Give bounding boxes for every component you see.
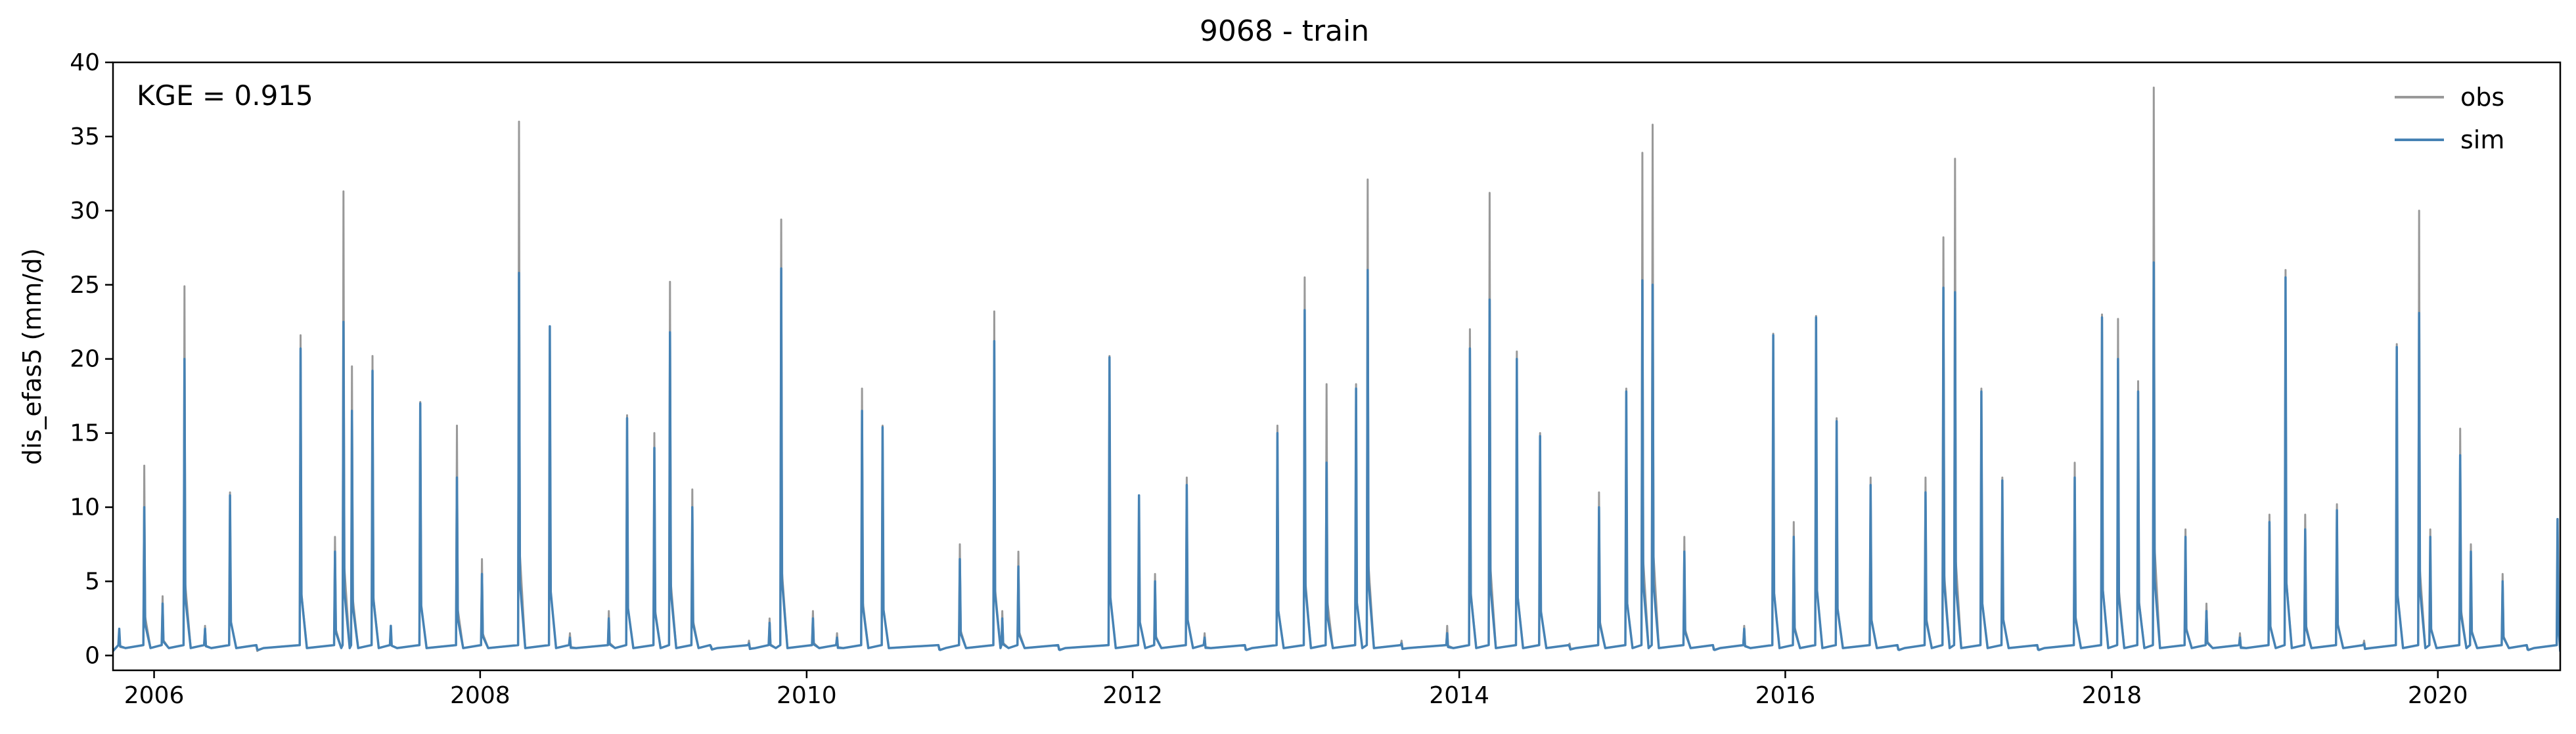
y-tick-label: 10 [70,494,100,521]
legend-label-obs: obs [2460,83,2504,112]
y-tick-label: 20 [70,346,100,373]
y-axis-label: dis_efas5 (mm/d) [18,248,47,465]
y-tick-label: 15 [70,420,100,447]
x-tick-label: 2012 [1102,682,1163,709]
plot-area [113,86,2560,653]
x-axis: 2006 2008 2010 2012 2014 2016 2018 2020 [124,670,2468,709]
x-tick-label: 2014 [1429,682,1489,709]
x-tick-label: 2020 [2408,682,2468,709]
y-tick-label: 5 [85,568,100,595]
y-tick-label: 30 [70,198,100,225]
y-tick-label: 40 [70,49,100,76]
x-tick-label: 2018 [2082,682,2142,709]
x-tick-label: 2006 [124,682,185,709]
legend: obs sim [2395,83,2504,154]
x-tick-label: 2008 [450,682,510,709]
kge-annotation: KGE = 0.915 [137,79,313,112]
legend-label-sim: sim [2460,125,2504,154]
series-line-sim [113,261,2560,653]
y-tick-label: 25 [70,272,100,299]
y-tick-label: 0 [85,642,100,669]
x-tick-label: 2016 [1755,682,1816,709]
axes-frame [112,61,2562,672]
chart-title: 9068 - train [1200,14,1369,48]
y-tick-label: 35 [70,123,100,150]
x-tick-label: 2010 [777,682,837,709]
y-axis: 0 5 10 15 20 25 30 35 40 [70,49,113,669]
